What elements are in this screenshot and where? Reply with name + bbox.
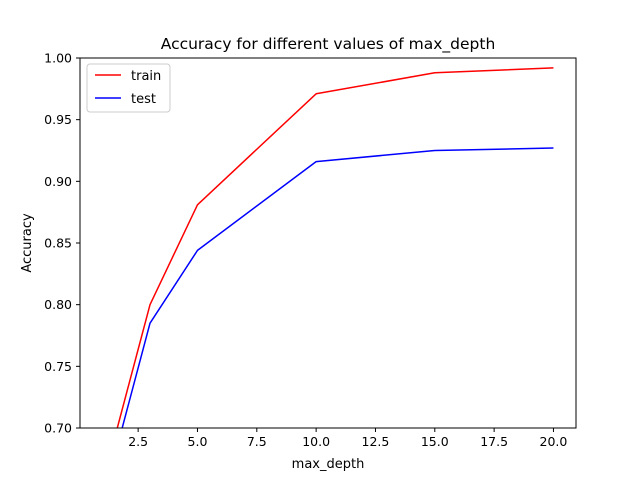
y-axis-title: Accuracy <box>20 213 35 273</box>
legend-label-test: test <box>131 92 156 107</box>
series-layer <box>116 67 554 428</box>
y-tick-label: 0.80 <box>44 297 72 312</box>
x-tick-label: 15.0 <box>421 434 449 449</box>
x-tick-label: 17.5 <box>480 434 508 449</box>
legend-label-train: train <box>131 69 161 84</box>
x-tick-label: 5.0 <box>188 434 208 449</box>
y-tick-label: 0.90 <box>44 174 72 189</box>
x-tick-label: 20.0 <box>540 434 568 449</box>
x-tick-label: 10.0 <box>302 434 330 449</box>
legend: train test <box>86 63 171 113</box>
x-axis: 2.5 5.0 7.5 10.0 12.5 15.0 17.5 20.0 <box>128 428 567 449</box>
y-tick-label: 1.00 <box>44 51 72 66</box>
x-axis-title: max_depth <box>292 457 365 472</box>
y-tick-label: 0.75 <box>44 359 72 374</box>
x-tick-label: 2.5 <box>128 434 148 449</box>
legend-box <box>86 63 171 113</box>
series-line-train <box>116 67 554 428</box>
chart-title: Accuracy for different values of max_dep… <box>161 35 496 54</box>
x-tick-label: 7.5 <box>247 434 267 449</box>
x-tick-label: 12.5 <box>362 434 390 449</box>
y-tick-label: 0.95 <box>44 112 72 127</box>
y-axis: 0.70 0.75 0.80 0.85 0.90 0.95 1.00 <box>44 51 80 436</box>
series-line-test <box>121 147 554 428</box>
y-tick-label: 0.70 <box>44 421 72 436</box>
y-tick-label: 0.85 <box>44 236 72 251</box>
